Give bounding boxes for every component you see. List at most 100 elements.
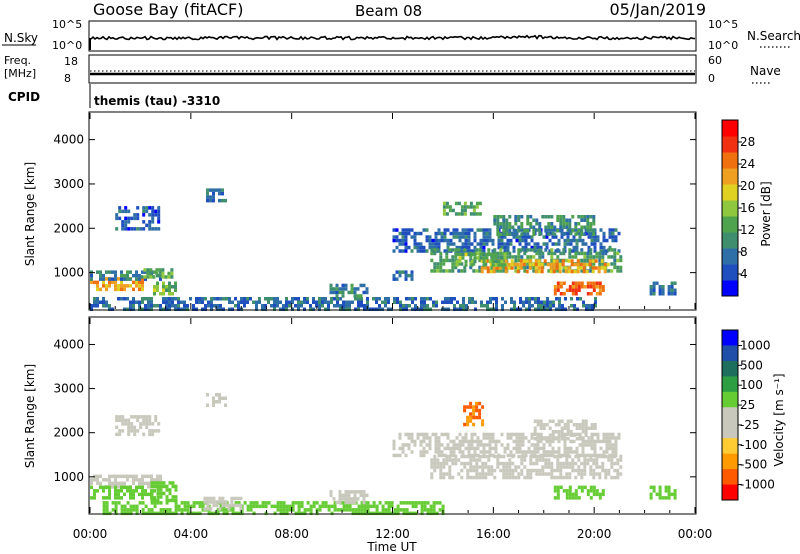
data-cell bbox=[168, 488, 172, 492]
data-cell bbox=[372, 501, 376, 505]
data-cell bbox=[536, 436, 540, 440]
data-cell bbox=[455, 235, 459, 239]
data-cell bbox=[555, 259, 559, 263]
data-cell bbox=[516, 307, 519, 311]
data-cell bbox=[464, 245, 468, 250]
data-cell bbox=[344, 287, 348, 291]
data-cell bbox=[592, 232, 596, 236]
data-cell bbox=[312, 504, 316, 509]
data-cell bbox=[516, 266, 520, 270]
data-cell bbox=[457, 212, 461, 216]
data-cell bbox=[237, 304, 240, 308]
data-cell bbox=[425, 443, 429, 447]
data-cell bbox=[599, 439, 603, 444]
data-cell bbox=[608, 245, 612, 250]
data-cell bbox=[141, 297, 144, 301]
data-cell bbox=[168, 481, 172, 485]
data-cell bbox=[520, 468, 524, 473]
data-cell bbox=[360, 297, 363, 301]
data-cell bbox=[312, 300, 315, 304]
data-cell bbox=[607, 248, 611, 252]
data-cell bbox=[514, 465, 518, 469]
data-cell bbox=[120, 508, 124, 512]
data-cell bbox=[291, 297, 294, 301]
data-cell bbox=[348, 504, 352, 509]
data-cell bbox=[455, 263, 459, 267]
data-cell bbox=[587, 231, 591, 236]
data-cell bbox=[174, 501, 178, 505]
data-cell bbox=[102, 280, 105, 285]
data-cell bbox=[589, 468, 593, 473]
data-cell bbox=[186, 508, 190, 512]
data-cell bbox=[497, 263, 501, 267]
data-cell bbox=[526, 468, 530, 473]
data-cell bbox=[589, 222, 593, 226]
data-cell bbox=[523, 458, 527, 462]
data-cell bbox=[405, 501, 409, 505]
data-cell bbox=[435, 300, 438, 304]
data-cell bbox=[240, 300, 243, 304]
data-cell bbox=[556, 489, 560, 493]
data-cell bbox=[494, 252, 498, 257]
data-cell bbox=[153, 511, 157, 516]
data-cell bbox=[568, 288, 572, 292]
data-cell bbox=[566, 432, 570, 437]
data-cell bbox=[138, 277, 141, 281]
data-cell bbox=[126, 273, 129, 278]
data-cell bbox=[449, 450, 453, 454]
data-cell bbox=[577, 229, 581, 233]
data-cell bbox=[601, 492, 605, 497]
data-cell bbox=[433, 262, 437, 266]
data-cell bbox=[568, 496, 572, 500]
data-cell bbox=[589, 255, 593, 259]
data-cell bbox=[353, 294, 357, 298]
data-cell bbox=[148, 206, 152, 210]
data-cell bbox=[167, 275, 171, 279]
data-cell bbox=[465, 304, 468, 308]
data-cell bbox=[540, 307, 543, 311]
data-cell bbox=[499, 454, 503, 459]
data-cell bbox=[461, 245, 465, 250]
data-cell bbox=[448, 475, 452, 480]
data-cell bbox=[335, 283, 339, 288]
data-cell bbox=[148, 220, 152, 224]
data-cell bbox=[405, 304, 408, 308]
data-cell bbox=[506, 446, 510, 451]
data-cell bbox=[264, 511, 268, 516]
data-cell bbox=[461, 231, 465, 236]
data-cell bbox=[356, 294, 360, 298]
data-cell bbox=[595, 281, 599, 285]
data-cell bbox=[165, 300, 168, 304]
data-cell bbox=[544, 461, 548, 466]
data-cell bbox=[431, 238, 435, 243]
data-cell bbox=[446, 245, 450, 250]
data-cell bbox=[488, 235, 492, 239]
data-cell bbox=[156, 488, 160, 492]
data-cell bbox=[124, 227, 128, 231]
data-cell bbox=[170, 268, 174, 272]
data-cell bbox=[584, 228, 588, 232]
data-cell bbox=[556, 468, 560, 473]
data-cell bbox=[156, 273, 159, 278]
data-cell bbox=[459, 304, 462, 308]
data-cell bbox=[120, 270, 123, 274]
data-cell bbox=[576, 297, 579, 301]
data-cell bbox=[153, 501, 157, 505]
data-cell bbox=[614, 443, 618, 447]
data-cell bbox=[461, 235, 465, 239]
data-cell bbox=[114, 280, 117, 285]
data-cell bbox=[139, 425, 143, 430]
data-cell bbox=[105, 508, 109, 512]
data-cell bbox=[545, 245, 549, 250]
data-cell bbox=[508, 255, 512, 259]
data-cell bbox=[157, 227, 161, 231]
data-cell bbox=[396, 300, 399, 304]
data-cell bbox=[539, 437, 543, 441]
data-cell bbox=[399, 307, 402, 311]
data-cell bbox=[502, 465, 506, 469]
power-colorbar-segment bbox=[722, 200, 738, 217]
data-cell bbox=[472, 208, 476, 213]
data-cell bbox=[445, 201, 449, 206]
data-cell bbox=[132, 280, 135, 285]
